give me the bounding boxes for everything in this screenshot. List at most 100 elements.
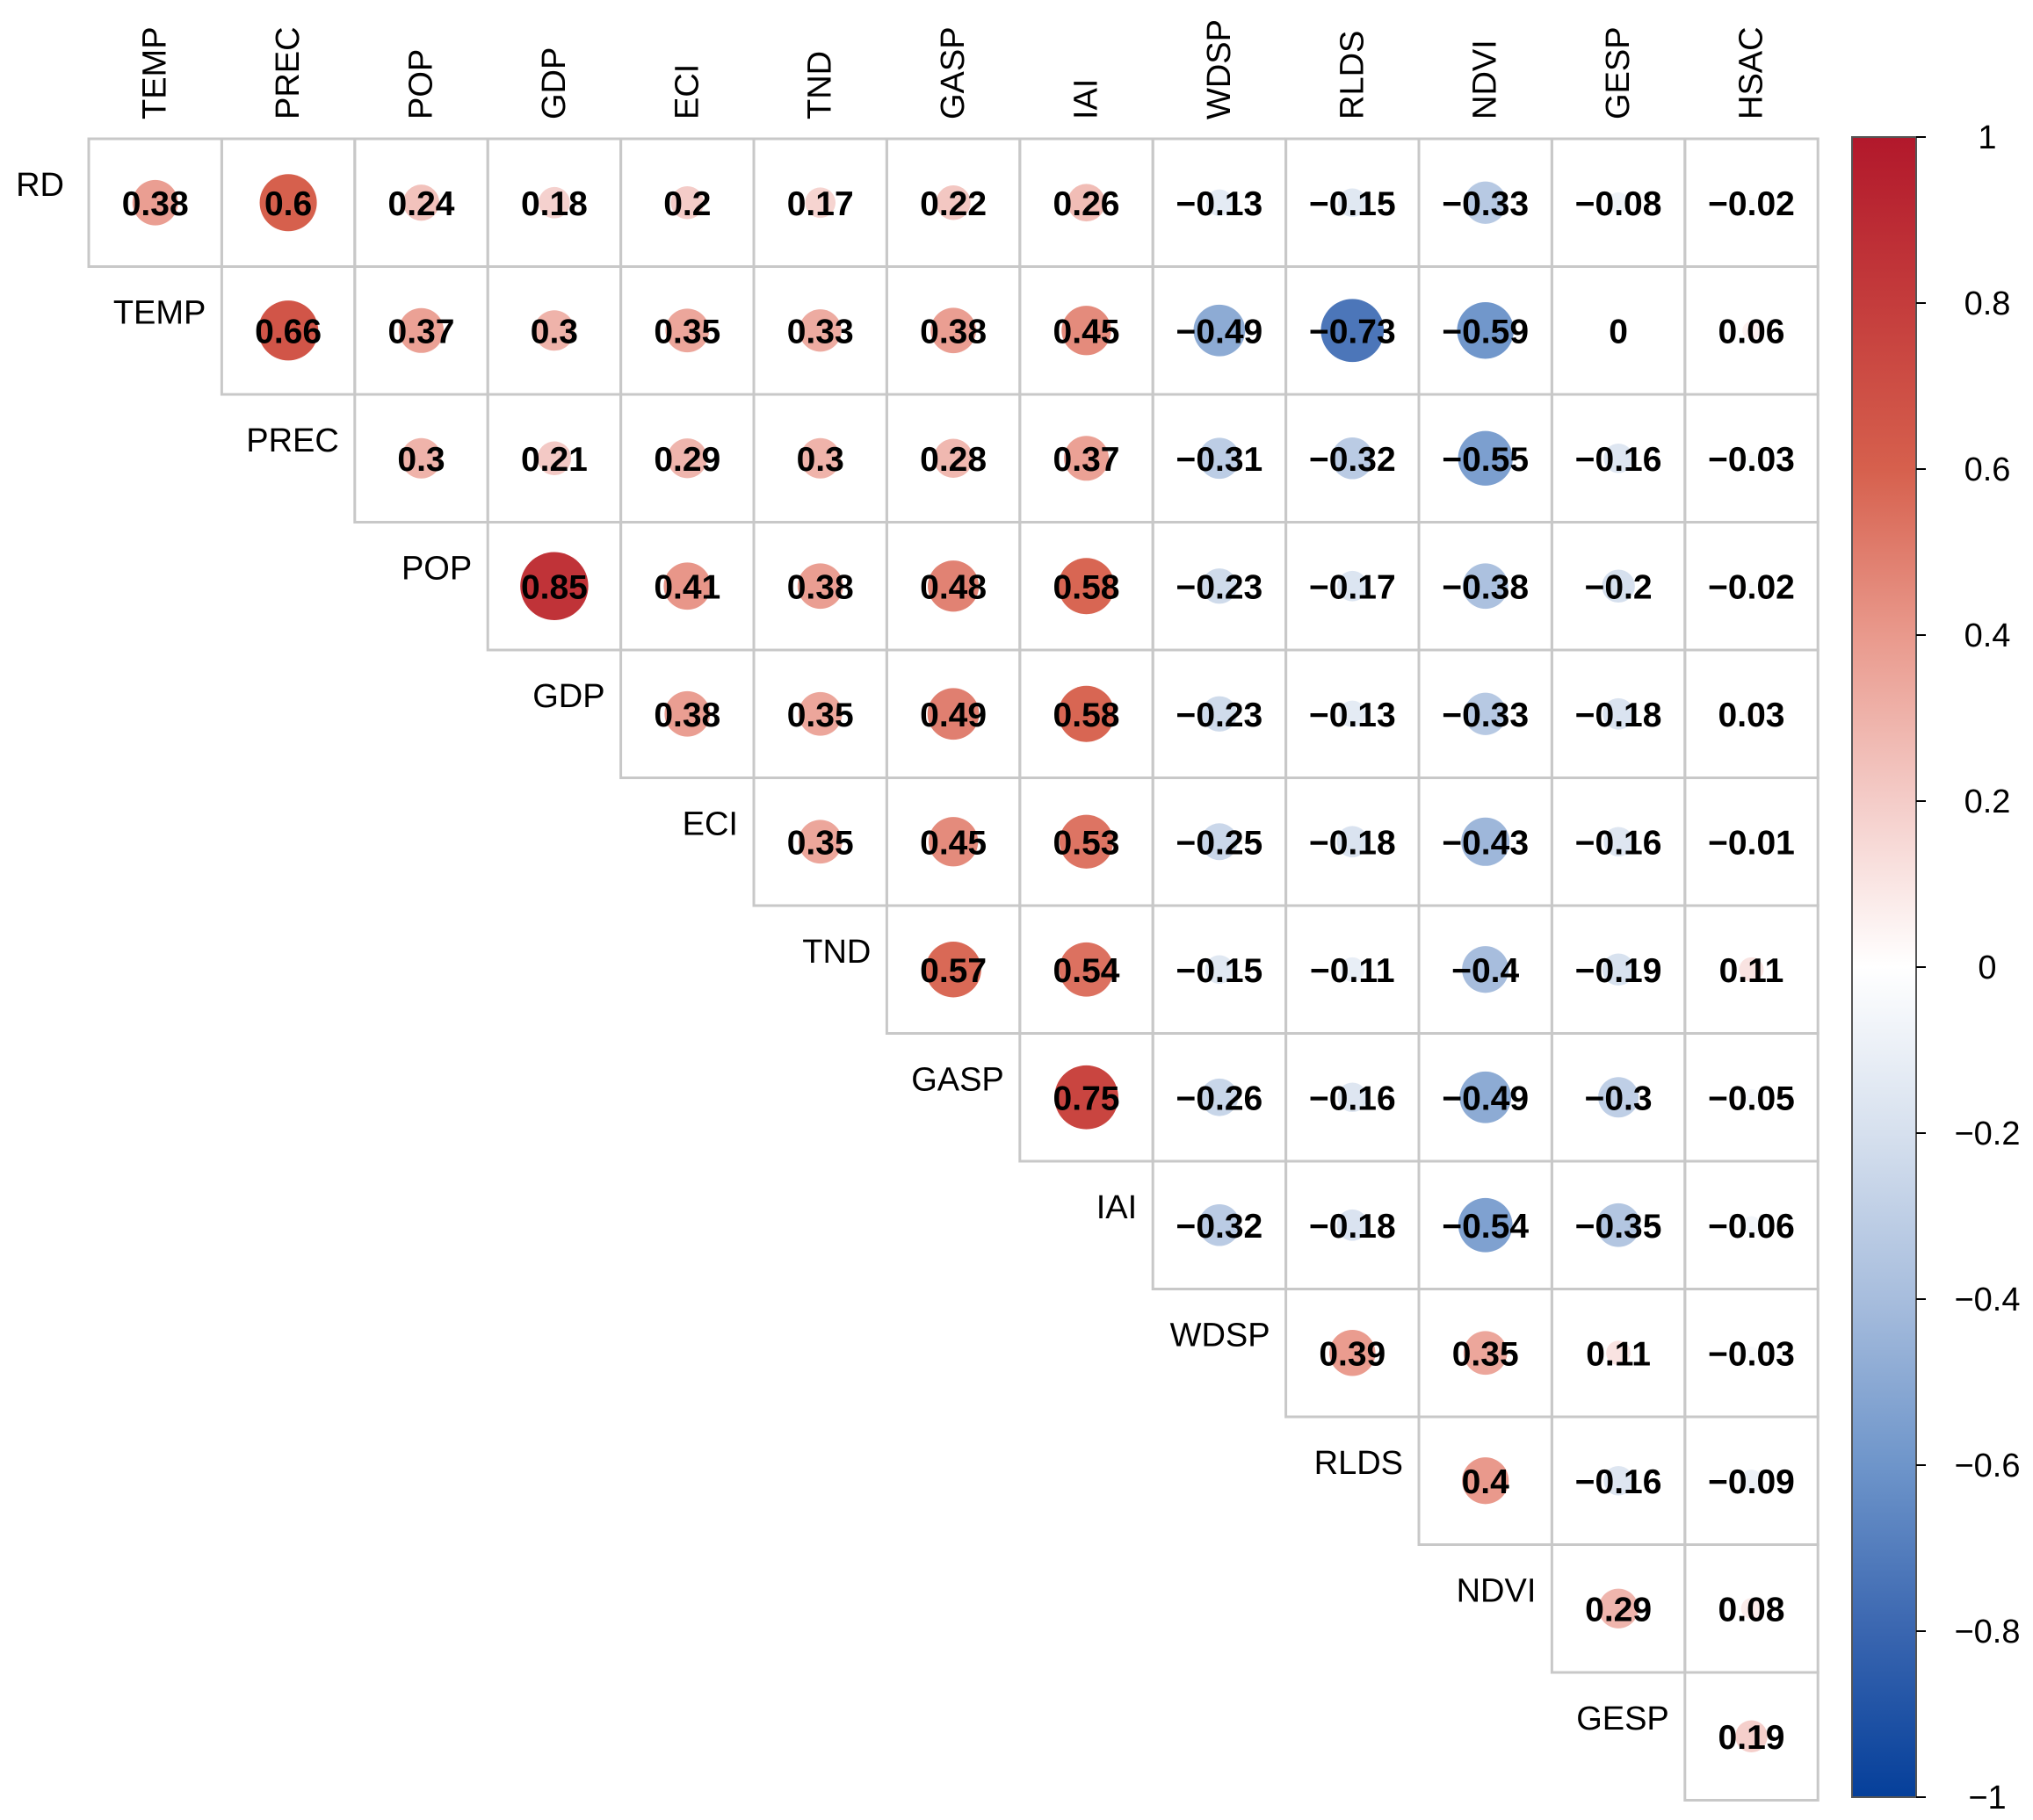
colorbar-tick-label: −1	[1968, 1780, 2006, 1816]
correlation-circle	[1464, 181, 1507, 224]
colorbar-tick-label: −0.2	[1954, 1116, 2020, 1152]
correlation-circle	[933, 438, 973, 478]
correlation-value: −0.3	[1585, 1080, 1653, 1117]
correlation-circle	[1205, 189, 1234, 216]
correlation-circle	[1205, 955, 1234, 985]
correlation-circle	[401, 437, 442, 479]
correlation-circle	[402, 184, 440, 221]
correlation-circle	[1596, 1202, 1640, 1247]
row-label: GESP	[1576, 1701, 1669, 1737]
correlation-value: 0.53	[1053, 824, 1120, 862]
row-label: GASP	[911, 1062, 1004, 1099]
correlation-value: 0.22	[920, 185, 987, 223]
correlation-value: −0.23	[1176, 568, 1263, 606]
correlation-value: 0.37	[1053, 441, 1120, 479]
correlation-value: −0.13	[1309, 697, 1396, 734]
correlation-value: −0.09	[1708, 1463, 1795, 1501]
colorbar-tick-label: 1	[1978, 119, 1996, 156]
correlation-value: 0.6	[264, 185, 312, 223]
correlation-value: 0.35	[787, 697, 854, 734]
correlation-value: 0.11	[1586, 1335, 1651, 1373]
correlation-circle	[798, 820, 843, 864]
correlation-circle	[925, 942, 981, 998]
correlation-circle	[539, 186, 570, 219]
colorbar-tick-label: 0.2	[1964, 784, 2011, 820]
correlation-value: 0.35	[1452, 1335, 1519, 1373]
correlation-value: −0.35	[1575, 1208, 1662, 1246]
correlation-circle	[1602, 953, 1635, 986]
correlation-value: −0.18	[1309, 824, 1396, 862]
correlation-value: −0.19	[1575, 952, 1662, 990]
correlation-value: −0.26	[1176, 1080, 1263, 1117]
grid-cell	[1683, 1671, 1820, 1802]
column-label: PREC	[270, 26, 307, 119]
correlation-circle	[1193, 304, 1246, 357]
correlation-circle	[257, 300, 319, 361]
correlation-value: 0.28	[920, 441, 987, 479]
correlation-circle	[1745, 1346, 1758, 1360]
column-label: ECI	[669, 64, 705, 119]
correlation-value: −0.73	[1309, 313, 1396, 350]
correlation-value: −0.32	[1309, 441, 1396, 479]
correlation-circle	[1336, 1209, 1369, 1241]
correlation-circle	[1742, 1216, 1761, 1235]
correlation-circle	[670, 185, 705, 220]
colorbar-tick-label: 0.4	[1964, 618, 2011, 654]
correlation-value: −0.18	[1575, 697, 1662, 734]
correlation-value: 0.45	[1053, 313, 1120, 350]
correlation-circle	[1320, 299, 1385, 363]
correlation-value: 0.54	[1053, 952, 1120, 990]
colorbar-tick-label: 0	[1978, 950, 1996, 986]
correlation-circle	[533, 310, 575, 351]
correlation-value: −0.15	[1176, 952, 1263, 990]
correlation-circle	[797, 563, 843, 610]
correlation-circle	[1458, 1197, 1513, 1253]
correlation-value: −0.23	[1176, 697, 1263, 734]
correlation-value: 0.03	[1718, 697, 1785, 734]
correlation-value: −0.16	[1575, 824, 1662, 862]
correlation-circle	[1458, 430, 1513, 486]
correlation-circle	[1743, 1088, 1760, 1106]
correlation-value: 0.33	[787, 313, 854, 350]
correlation-circle	[1602, 569, 1635, 603]
column-label: HSAC	[1733, 26, 1770, 119]
correlation-value: 0.38	[787, 568, 854, 606]
correlation-value: 0.39	[1319, 1335, 1385, 1373]
correlation-circle	[1603, 697, 1634, 730]
correlation-circle	[1054, 1065, 1118, 1130]
correlation-value: −0.13	[1176, 185, 1263, 223]
correlation-value: 0.66	[255, 313, 322, 350]
correlation-circle	[1058, 558, 1115, 615]
correlation-circle	[798, 691, 843, 736]
correlation-circle	[1337, 1082, 1368, 1113]
correlation-circle	[1606, 1340, 1631, 1366]
column-label: RLDS	[1334, 31, 1371, 119]
correlation-circle	[927, 688, 980, 740]
column-label: POP	[403, 49, 440, 119]
colorbar-tick-label: −0.4	[1954, 1282, 2020, 1318]
correlation-circle	[1740, 1598, 1762, 1620]
correlation-value: −0.06	[1708, 1208, 1795, 1246]
correlation-value: −0.43	[1442, 824, 1529, 862]
correlation-circle	[665, 308, 710, 353]
correlation-value: 0.18	[521, 185, 588, 223]
correlation-value: 0.35	[787, 824, 854, 862]
correlation-circle	[1746, 197, 1757, 208]
correlation-circle	[1461, 817, 1510, 866]
correlation-value: 0.45	[920, 824, 987, 862]
correlation-circle	[1462, 946, 1509, 993]
correlation-value: −0.03	[1708, 441, 1795, 479]
correlation-value: 0.2	[663, 185, 711, 223]
correlation-value: −0.11	[1310, 952, 1395, 990]
correlation-value: −0.38	[1442, 568, 1529, 606]
correlation-value: 0.26	[1053, 185, 1120, 223]
correlation-value: −0.33	[1442, 185, 1529, 223]
row-label: RLDS	[1314, 1445, 1403, 1482]
column-label: TND	[802, 51, 839, 119]
correlation-value: −0.17	[1309, 568, 1396, 606]
column-label: GESP	[1600, 26, 1637, 119]
correlation-circle	[1058, 685, 1115, 742]
row-label: TEMP	[113, 295, 206, 332]
